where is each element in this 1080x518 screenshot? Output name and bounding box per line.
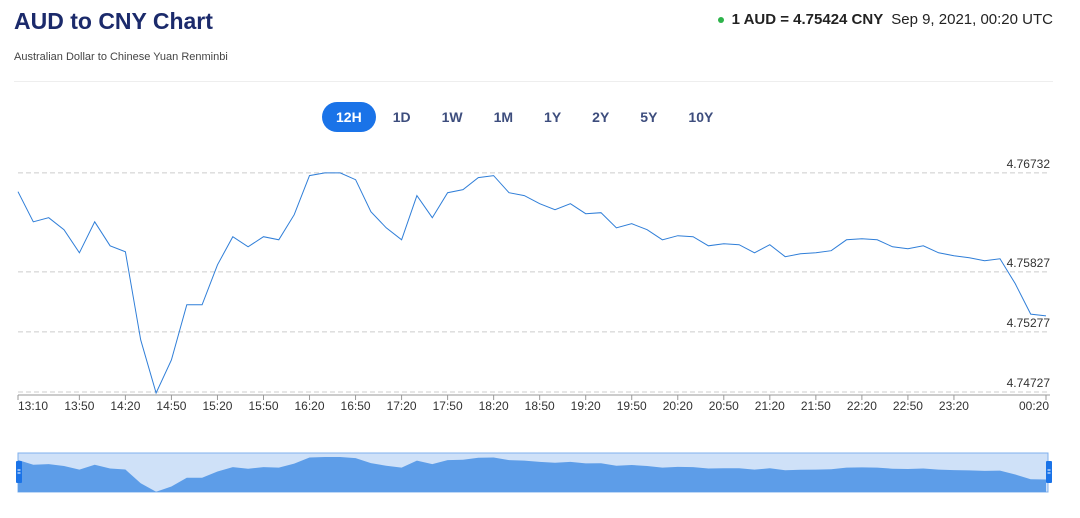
rate: 1 AUD = 4.75424 CNY [731,11,884,28]
range-button[interactable]: 10Y [688,109,714,125]
subtitle: Australian Dollar to Chinese Yuan Renmin… [14,51,228,63]
x-tick-label: 15:20 [202,399,232,413]
range-button[interactable]: 1D [392,109,411,125]
timestamp: Sep 9, 2021, 00:20 UTC [891,11,1053,28]
navigator-handle[interactable] [1046,461,1052,483]
y-tick-label: 4.75277 [1007,316,1051,330]
x-tick-label: 18:50 [525,399,555,413]
range-buttons: 12H 1D 1W 1M 1Y 2Y 5Y 10Y [322,102,730,132]
x-tick-label: 22:50 [893,399,923,413]
x-tick-label: 21:20 [755,399,785,413]
x-tick-label: 23:20 [939,399,969,413]
x-tick-label: 13:50 [64,399,94,413]
rate-box: 1 AUD = 4.75424 CNY Sep 9, 2021, 00:20 U… [717,11,1053,28]
range-button[interactable]: 1M [493,109,514,125]
price-line [17,172,1047,395]
y-tick-label: 4.75827 [1007,256,1051,270]
page-title: AUD to CNY Chart [14,8,213,34]
separator [14,81,1053,82]
x-tick-label: 16:20 [295,399,325,413]
x-tick-label: 22:20 [847,399,877,413]
x-tick-label: 18:20 [479,399,509,413]
x-tick-label: 19:20 [571,399,601,413]
status-dot [717,16,724,23]
range-button[interactable]: 1Y [544,109,562,125]
navigator-handle[interactable] [16,461,22,483]
y-tick-label: 4.74727 [1007,376,1051,390]
x-tick-label: 19:50 [617,399,647,413]
range-button[interactable]: 2Y [592,109,610,125]
x-tick-label: 14:20 [110,399,140,413]
x-tick-label: 21:50 [801,399,831,413]
navigator-area [18,457,1046,492]
x-tick-label: 17:50 [433,399,463,413]
range-button[interactable]: 12H [322,102,376,132]
x-tick-label: 00:20 [1019,399,1049,413]
x-tick-label: 16:50 [341,399,371,413]
x-tick-label: 20:20 [663,399,693,413]
x-tick-label: 15:50 [248,399,278,413]
x-tick-label: 20:50 [709,399,739,413]
range-button[interactable]: 1W [441,109,463,125]
y-tick-label: 4.76732 [1007,157,1051,171]
x-tick-label: 14:50 [156,399,186,413]
x-tick-label: 17:20 [387,399,417,413]
x-tick-label: 13:10 [18,399,48,413]
range-button[interactable]: 5Y [640,109,658,125]
